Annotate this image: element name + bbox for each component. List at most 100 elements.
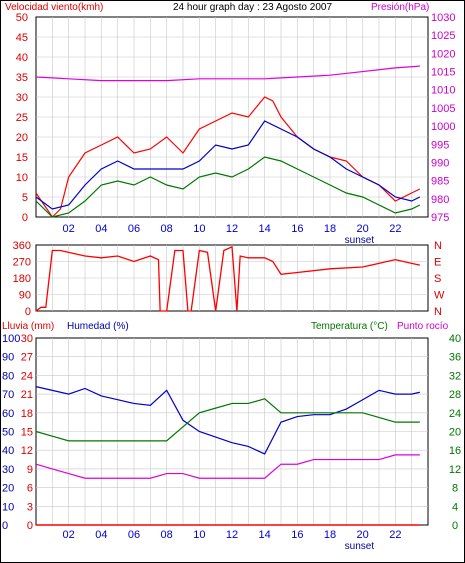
wind-y-tick: 10	[16, 172, 28, 184]
lluvia-y-tick: 18	[21, 408, 33, 420]
temperatura-y-tick: 0	[452, 520, 458, 532]
wind-x-tick: 08	[161, 223, 173, 235]
dir-y-tick: 360	[13, 240, 31, 252]
wind-y-tick: 45	[16, 32, 28, 44]
pressure-y-tick: 1010	[431, 85, 455, 97]
temperatura-y-tick: 8	[452, 483, 458, 495]
hum-x-tick: 16	[291, 529, 303, 541]
dir-y-tick: 90	[19, 290, 31, 302]
temperatura-y-tick: 32	[449, 370, 461, 382]
temperatura-y-tick: 28	[449, 389, 461, 401]
temperatura-y-tick: 24	[449, 408, 461, 420]
wind-x-tick: 14	[259, 223, 271, 235]
humedad-y-tick: 70	[2, 389, 14, 401]
pressure-y-tick: 1005	[431, 103, 455, 115]
dir-compass-tick: N	[434, 306, 442, 318]
lluvia-y-tick: 30	[21, 333, 33, 345]
wind-y-tick: 30	[16, 92, 28, 104]
dir-compass-tick: W	[434, 290, 445, 302]
sunset-label-1: sunset	[345, 235, 375, 246]
pressure-y-tick: 1020	[431, 48, 455, 60]
hum-x-tick: 22	[389, 529, 401, 541]
wind-x-tick: 20	[357, 223, 369, 235]
lluvia-y-tick: 12	[21, 445, 33, 457]
humedad-y-tick: 40	[2, 445, 14, 457]
wind-y-tick: 5	[22, 192, 28, 204]
temperatura-y-tick: 4	[452, 501, 458, 513]
humedad-y-tick: 30	[2, 464, 14, 476]
pressure-y-tick: 975	[431, 212, 449, 224]
wind-y-tick: 40	[16, 52, 28, 64]
graph-title: 24 hour graph day : 23 Agosto 2007	[173, 2, 332, 13]
wind-x-tick: 16	[291, 223, 303, 235]
pressure-y-tick: 995	[431, 139, 449, 151]
wind-x-tick: 04	[95, 223, 107, 235]
series-dir-line	[35, 156, 421, 218]
dir-compass-tick: S	[434, 273, 441, 285]
series-velocidadvientokmh-line	[35, 96, 421, 218]
series-temperatura-line	[35, 398, 420, 442]
wind-x-tick: 22	[389, 223, 401, 235]
wind-axis-title: Velocidad viento(kmh)	[5, 2, 103, 13]
humedad-y-tick: 10	[2, 501, 14, 513]
dir-y-tick: 180	[13, 273, 31, 285]
series-avg-line	[35, 120, 421, 210]
wind-x-tick: 18	[324, 223, 336, 235]
dir-compass-tick: E	[434, 257, 441, 269]
wind-y-tick: 15	[16, 152, 28, 164]
wind-x-tick: 02	[63, 223, 75, 235]
pressure-y-tick: 1025	[431, 30, 455, 42]
hum-x-tick: 12	[226, 529, 238, 541]
lluvia-y-tick: 24	[21, 370, 33, 382]
wind-x-tick: 12	[226, 223, 238, 235]
temperatura-y-tick: 36	[449, 352, 461, 364]
hum-x-tick: 10	[193, 529, 205, 541]
humedad-y-tick: 60	[2, 408, 14, 420]
temperatura-y-tick: 20	[449, 427, 461, 439]
hum-x-tick: 18	[324, 529, 336, 541]
pressure-y-tick: 990	[431, 157, 449, 169]
series-humedad-line	[35, 386, 420, 455]
wind-x-tick: 10	[193, 223, 205, 235]
hum-x-tick: 02	[63, 529, 75, 541]
wind-y-tick: 0	[22, 212, 28, 224]
lluvia-y-tick: 6	[27, 483, 33, 495]
dir-compass-tick: N	[434, 240, 442, 252]
humedad-y-tick: 90	[2, 352, 14, 364]
rocio-label: Punto rocío	[397, 321, 449, 332]
pressure-y-tick: 985	[431, 176, 449, 188]
series-direccion-line	[35, 245, 420, 312]
wind-y-tick: 35	[16, 72, 28, 84]
hum-x-tick: 06	[128, 529, 140, 541]
pressure-axis-title: Presión(hPa)	[371, 2, 429, 13]
hum-x-tick: 20	[357, 529, 369, 541]
wind-y-tick: 20	[16, 132, 28, 144]
wind-y-tick: 50	[16, 12, 28, 24]
lluvia-y-tick: 21	[21, 389, 33, 401]
hum-x-tick: 08	[161, 529, 173, 541]
dir-y-tick: 270	[13, 257, 31, 269]
lluvia-label: Lluvia (mm)	[2, 321, 54, 332]
humedad-y-tick: 20	[2, 483, 14, 495]
lluvia-y-tick: 0	[27, 520, 33, 532]
wind-y-tick: 25	[16, 112, 28, 124]
sunset-label-2: sunset	[345, 541, 375, 552]
temperatura-y-tick: 16	[449, 445, 461, 457]
series-rocio-line	[35, 454, 420, 479]
hum-x-tick: 04	[95, 529, 107, 541]
pressure-y-tick: 1015	[431, 67, 455, 79]
pressure-y-tick: 980	[431, 194, 449, 206]
humedad-y-tick: 0	[2, 520, 8, 532]
temperatura-y-tick: 40	[449, 333, 461, 345]
temperatura-label: Temperatura (°C)	[311, 321, 388, 332]
lluvia-y-tick: 3	[27, 501, 33, 513]
humedad-y-tick: 50	[2, 427, 14, 439]
dir-y-tick: 0	[25, 306, 31, 318]
pressure-y-tick: 1000	[431, 121, 455, 133]
humedad-y-tick: 80	[2, 370, 14, 382]
humedad-y-tick: 100	[2, 333, 20, 345]
series-presinhpa-line	[35, 65, 420, 82]
hum-x-tick: 14	[259, 529, 271, 541]
lluvia-y-tick: 15	[21, 427, 33, 439]
